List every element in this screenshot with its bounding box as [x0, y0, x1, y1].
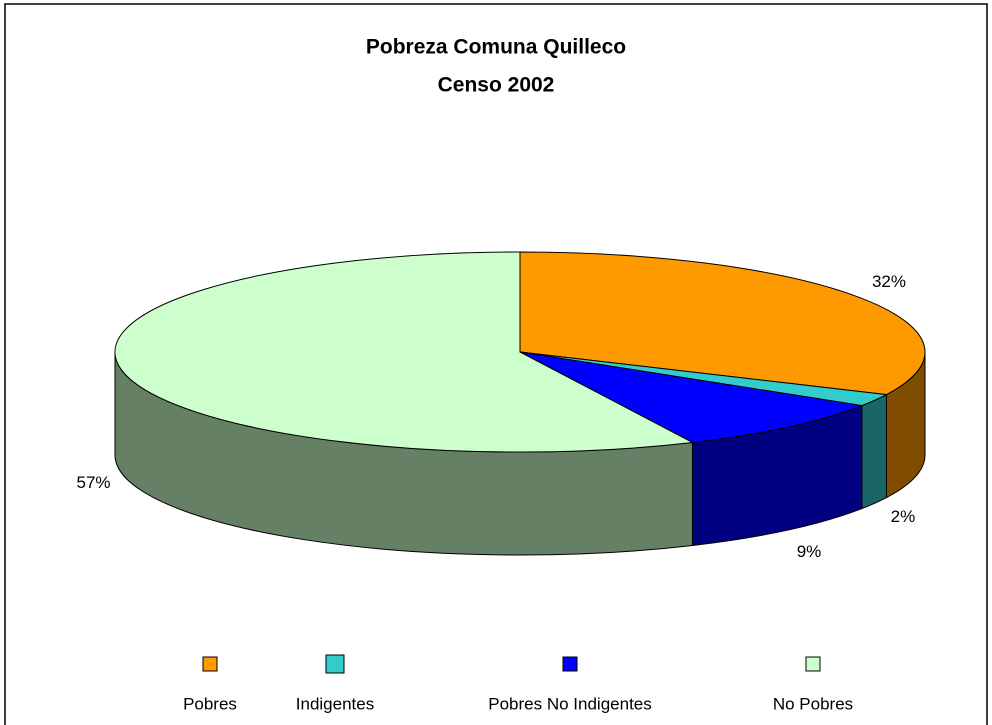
legend-label: Pobres No Indigentes — [488, 694, 652, 713]
slice — [114, 251, 695, 453]
data-label: 32% — [872, 272, 906, 291]
legend-swatch — [202, 656, 218, 672]
slice-side — [861, 393, 887, 510]
slice — [519, 351, 864, 443]
slice — [519, 251, 926, 396]
legend-swatch — [805, 656, 821, 672]
data-label: 9% — [797, 542, 822, 561]
legend-label: Indigentes — [296, 694, 374, 713]
chart-title: Pobreza Comuna Quilleco — [366, 36, 626, 59]
chart-subtitle: Censo 2002 — [438, 74, 555, 97]
data-label: 2% — [891, 507, 916, 526]
legend-swatch — [562, 656, 578, 672]
legend-label: Pobres — [183, 694, 237, 713]
legend-swatch — [325, 654, 345, 674]
legend-label: No Pobres — [773, 694, 853, 713]
data-label: 57% — [77, 473, 111, 492]
